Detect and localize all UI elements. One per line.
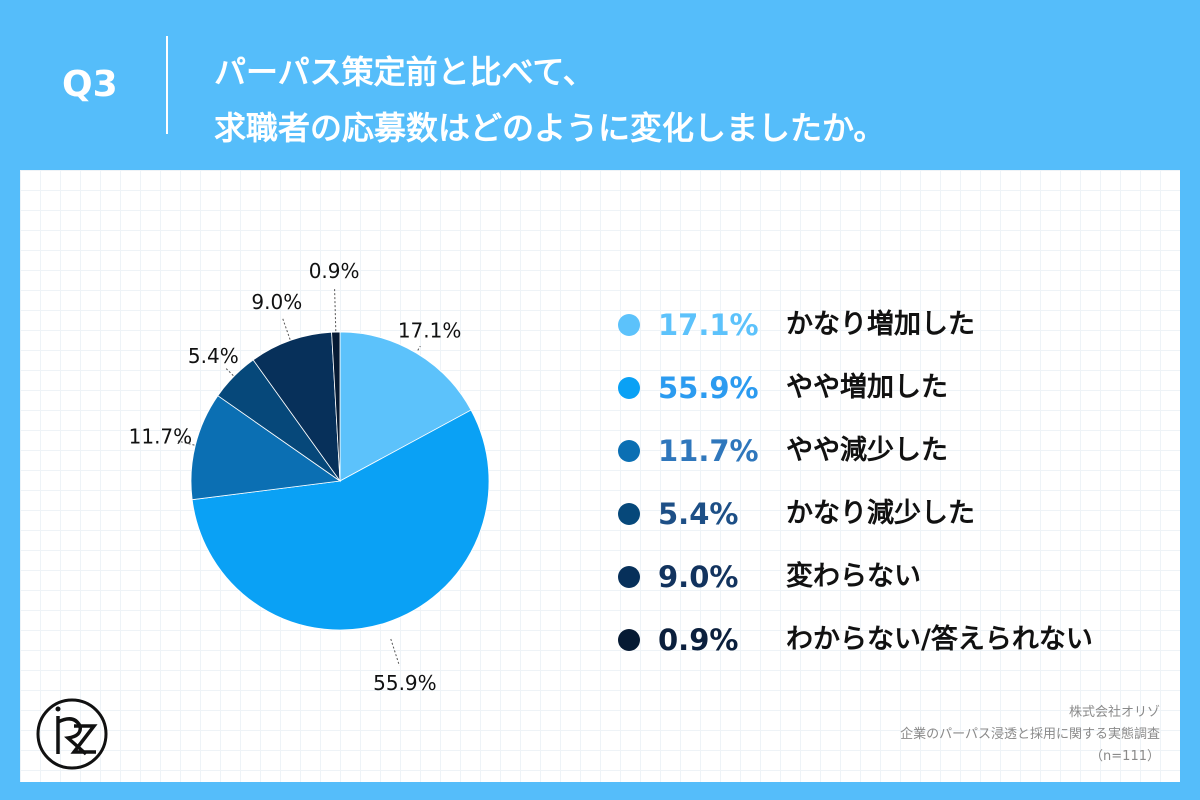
pie-label-unchanged: 9.0%	[251, 290, 302, 314]
legend-percent: 55.9%	[658, 371, 759, 405]
legend-percent: 0.9%	[658, 623, 739, 657]
chart-panel: 17.1% 55.9% 11.7% 5.4% 9.0% 0.9% 17.1% かなり増加した…	[20, 170, 1180, 782]
pie-slice-slightly-decreased	[190, 395, 342, 501]
legend-dot-icon	[618, 314, 640, 336]
source-note: 株式会社オリゾ 企業のパーパス浸透と採用に関する実態調査 （n=111）	[900, 702, 1160, 768]
source-sample-size: （n=111）	[1090, 749, 1160, 764]
pie-slice-unchanged	[252, 331, 341, 483]
pie-label-unknown: 0.9%	[309, 259, 360, 283]
legend-dot-icon	[618, 566, 640, 588]
pie-leader-line	[390, 638, 400, 666]
pie-leader-line	[417, 345, 421, 351]
pie-slice-unknown	[331, 331, 341, 482]
legend-label: わからない/答えられない	[786, 624, 1093, 655]
company-logo	[36, 698, 108, 770]
header-divider	[166, 36, 168, 134]
question-line-2: 求職者の応募数はどのように変化しましたか。	[214, 109, 886, 147]
question-title: パーパス策定前と比べて、 求職者の応募数はどのように変化しましたか。	[214, 44, 885, 156]
pie-label-slightly-increased: 55.9%	[373, 671, 437, 695]
pie-leader-line	[177, 440, 195, 446]
legend-dot-icon	[618, 629, 640, 651]
legend-label: かなり増加した	[786, 309, 975, 340]
pie-label-greatly-decreased: 5.4%	[188, 344, 239, 368]
pie-leader-line	[334, 289, 337, 332]
legend-percent: 17.1%	[658, 308, 759, 342]
pie-label-greatly-increased: 17.1%	[398, 319, 462, 343]
legend-label: かなり減少した	[786, 498, 975, 529]
legend-percent: 9.0%	[658, 560, 739, 594]
header: Q3 パーパス策定前と比べて、 求職者の応募数はどのように変化しましたか。	[0, 0, 1200, 170]
legend-label: 変わらない	[786, 561, 921, 592]
pie-slice-greatly-increased	[339, 331, 472, 482]
legend-percent: 11.7%	[658, 434, 759, 468]
source-company: 株式会社オリゾ	[1068, 705, 1160, 720]
legend-label: やや減少した	[786, 435, 948, 466]
pie-slice-slightly-increased	[191, 409, 490, 631]
legend-dot-icon	[618, 503, 640, 525]
pie-chart: 17.1% 55.9% 11.7% 5.4% 9.0% 0.9%	[129, 259, 490, 695]
legend-percent: 5.4%	[658, 497, 739, 531]
question-number: Q3	[62, 64, 118, 105]
source-survey: 企業のパーパス浸透と採用に関する実態調査	[900, 727, 1160, 742]
pie-leader-line	[225, 368, 234, 376]
legend-dot-icon	[618, 377, 640, 399]
pie-leader-line	[282, 318, 291, 340]
legend-label: やや増加した	[786, 372, 948, 403]
legend-dot-icon	[618, 440, 640, 462]
pie-label-slightly-decreased: 11.7%	[129, 425, 193, 449]
question-line-1: パーパス策定前と比べて、	[214, 53, 595, 91]
